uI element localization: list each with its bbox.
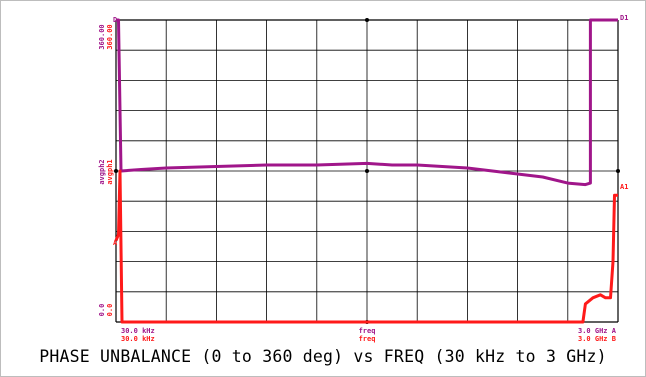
x-start-label-magenta: 30.0 kHz: [121, 327, 155, 335]
x-start-label-red: 30.0 kHz: [121, 335, 155, 343]
series-line-1: [116, 18, 618, 187]
chart-caption: PHASE UNBALANCE (0 to 360 deg) vs FREQ (…: [39, 347, 607, 366]
y-bottom-label-magenta: 0.0: [98, 304, 106, 317]
y-bottom-label-red: 0.0: [106, 304, 114, 317]
reference-dot: [365, 169, 369, 173]
reference-dot: [616, 169, 620, 173]
x-stop-label-red: 3.0 GHz B: [578, 335, 616, 343]
x-stop-label-magenta: 3.0 GHz A: [578, 327, 617, 335]
marker-end-magenta: D1: [620, 14, 628, 22]
marker-start-magenta: D: [113, 16, 117, 24]
series-line-2: [114, 169, 618, 324]
x-center-label-magenta: freq: [359, 327, 376, 335]
y-mid-label-red: avgph1: [106, 159, 114, 184]
reference-dot: [114, 169, 118, 173]
reference-dot: [365, 18, 369, 22]
y-top-label-magenta: 360.00: [98, 24, 106, 49]
y-mid-label-magenta: avgph2: [98, 159, 106, 184]
marker-start-red: A: [113, 239, 118, 247]
y-top-label-red: 360.00: [106, 24, 114, 49]
marker-end-red: A1: [620, 183, 628, 191]
x-center-label-red: freq: [359, 335, 376, 343]
